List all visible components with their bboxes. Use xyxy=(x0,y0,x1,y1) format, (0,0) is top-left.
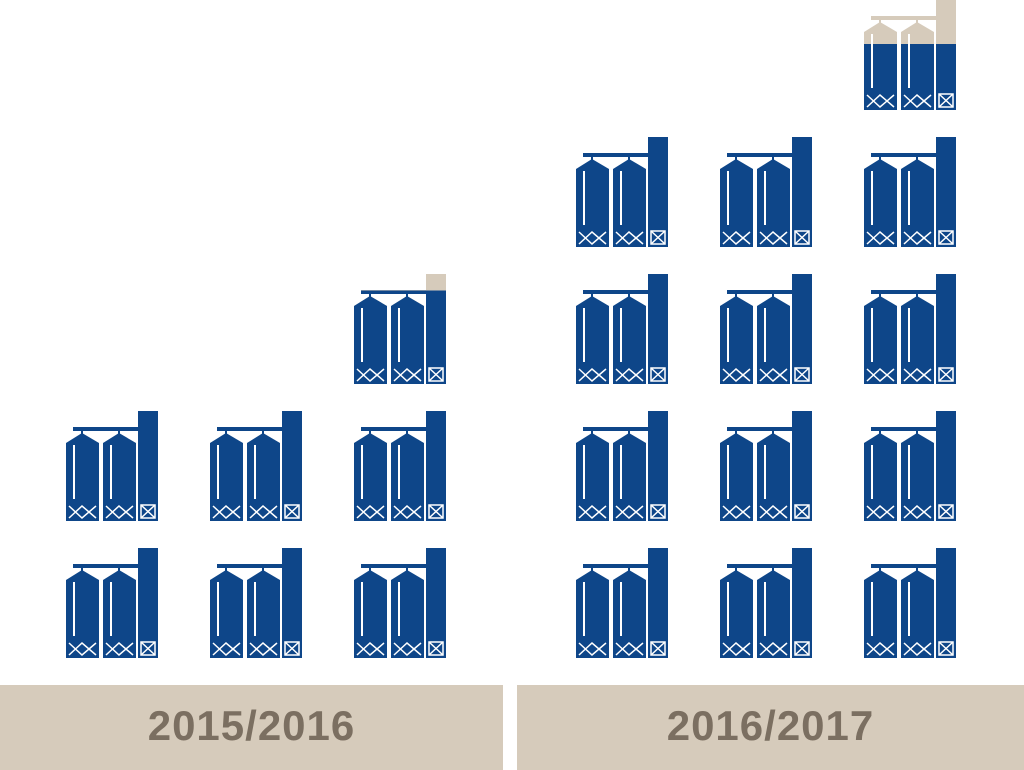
category-label: 2016/2017 xyxy=(667,702,875,749)
icon xyxy=(864,137,956,247)
icon xyxy=(354,274,446,384)
icon xyxy=(354,548,446,658)
category-label: 2015/2016 xyxy=(148,702,356,749)
icon xyxy=(864,0,956,110)
icon xyxy=(210,548,302,658)
icon xyxy=(864,548,956,658)
icon xyxy=(576,411,668,521)
icon xyxy=(720,274,812,384)
icon xyxy=(576,137,668,247)
icon xyxy=(864,274,956,384)
icon xyxy=(210,411,302,521)
icon xyxy=(354,411,446,521)
icon xyxy=(576,274,668,384)
icon xyxy=(720,548,812,658)
icon xyxy=(864,411,956,521)
icon xyxy=(720,137,812,247)
icon xyxy=(66,411,158,521)
icon xyxy=(720,411,812,521)
category-band xyxy=(0,685,503,770)
category-band xyxy=(517,685,1024,770)
icon xyxy=(576,548,668,658)
icon xyxy=(66,548,158,658)
